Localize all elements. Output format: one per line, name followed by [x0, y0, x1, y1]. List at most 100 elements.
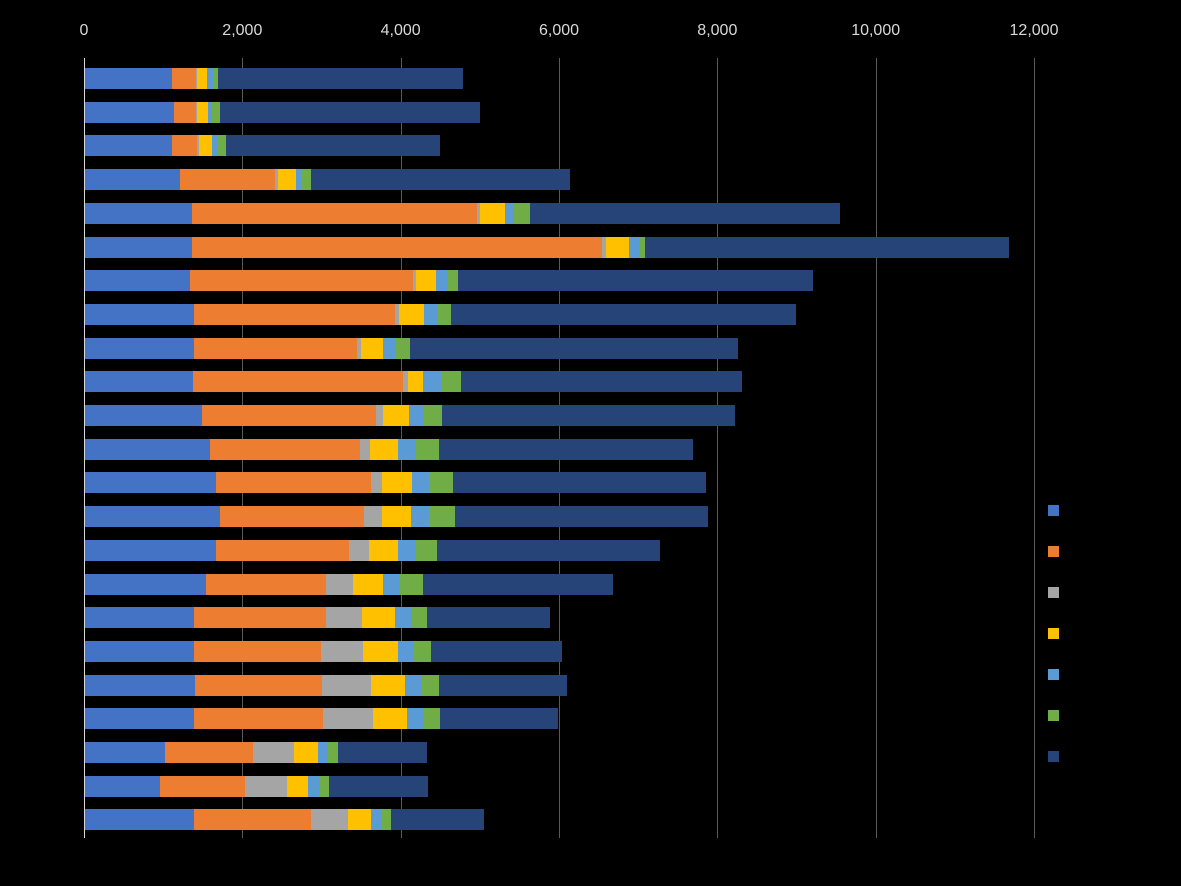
bar-row [85, 405, 735, 426]
bar-segment [415, 540, 437, 561]
bar-segment [455, 506, 708, 527]
bar-segment [360, 439, 370, 460]
bar-segment [174, 102, 196, 123]
bar-segment [197, 68, 207, 89]
bar-row [85, 472, 706, 493]
legend-swatch [1048, 751, 1059, 762]
stacked-bar-chart: 02,0004,0006,0008,00010,00012,000 [0, 0, 1181, 886]
bar-segment [160, 776, 245, 797]
bar-segment [202, 405, 376, 426]
bar-segment [424, 304, 438, 325]
bar-segment [371, 809, 381, 830]
legend-swatch [1048, 628, 1059, 639]
bar-segment [362, 607, 394, 628]
bar-segment [398, 540, 415, 561]
bar-segment [458, 270, 813, 291]
legend-swatch [1048, 505, 1059, 516]
bar-segment [195, 675, 322, 696]
bar-segment [407, 708, 424, 729]
bar-segment [530, 203, 840, 224]
bar-row [85, 574, 613, 595]
bar-segment [383, 574, 400, 595]
bar-segment [85, 169, 180, 190]
bar-segment [383, 338, 394, 359]
bar-segment [216, 472, 370, 493]
bar-segment [311, 169, 571, 190]
bar-segment [461, 371, 742, 392]
bar-segment [364, 506, 381, 527]
bar-segment [361, 338, 383, 359]
bar-segment [180, 169, 275, 190]
legend-item [1048, 628, 1067, 639]
bar-segment [85, 809, 194, 830]
bar-segment [85, 405, 202, 426]
bar-segment [85, 237, 192, 258]
bar-segment [85, 607, 194, 628]
bar-segment [399, 304, 424, 325]
bar-row [85, 809, 484, 830]
bar-segment [416, 270, 436, 291]
bar-segment [85, 574, 206, 595]
bar-segment [172, 135, 197, 156]
bar-segment [349, 540, 369, 561]
bar-row [85, 776, 428, 797]
bar-segment [192, 203, 477, 224]
bar-segment [373, 708, 407, 729]
bar-segment [437, 540, 659, 561]
bar-segment [226, 135, 440, 156]
bar-segment [439, 675, 567, 696]
bar-segment [220, 506, 365, 527]
bar-segment [431, 641, 562, 662]
x-tick-label: 2,000 [222, 22, 262, 40]
bar-segment [194, 809, 311, 830]
bar-segment [85, 641, 194, 662]
bar-row [85, 540, 660, 561]
bar-segment [245, 776, 287, 797]
bar-segment [218, 68, 463, 89]
bar-row [85, 371, 742, 392]
bar-segment [301, 169, 311, 190]
bar-segment [427, 607, 550, 628]
bar-segment [414, 641, 431, 662]
bar-segment [253, 742, 294, 763]
bar-segment [194, 708, 322, 729]
bar-row [85, 203, 840, 224]
bar-segment [85, 708, 194, 729]
bar-segment [398, 641, 415, 662]
bar-segment [441, 371, 461, 392]
bar-segment [370, 439, 398, 460]
bar-row [85, 607, 550, 628]
legend-item [1048, 751, 1067, 762]
legend-swatch [1048, 710, 1059, 721]
bar-row [85, 102, 480, 123]
bar-segment [383, 405, 408, 426]
bar-segment [376, 405, 383, 426]
bar-segment [192, 237, 602, 258]
bar-segment [606, 237, 630, 258]
gridline [717, 58, 718, 838]
bar-segment [328, 742, 338, 763]
bar-segment [371, 472, 382, 493]
bar-segment [423, 371, 441, 392]
bar-row [85, 439, 693, 460]
bar-segment [411, 607, 427, 628]
bar-row [85, 169, 570, 190]
bar-segment [323, 708, 374, 729]
bar-segment [194, 607, 326, 628]
legend-item [1048, 587, 1067, 598]
bar-segment [411, 506, 428, 527]
bar-segment [436, 270, 447, 291]
bar-segment [220, 102, 480, 123]
bar-segment [212, 102, 220, 123]
bar-segment [399, 574, 423, 595]
bar-row [85, 68, 463, 89]
bar-segment [85, 203, 192, 224]
bar-segment [423, 405, 442, 426]
bar-segment [429, 506, 456, 527]
legend-item [1048, 546, 1067, 557]
bar-segment [294, 742, 318, 763]
bar-segment [278, 169, 296, 190]
bar-row [85, 304, 796, 325]
bar-segment [85, 304, 194, 325]
bar-segment [319, 776, 329, 797]
